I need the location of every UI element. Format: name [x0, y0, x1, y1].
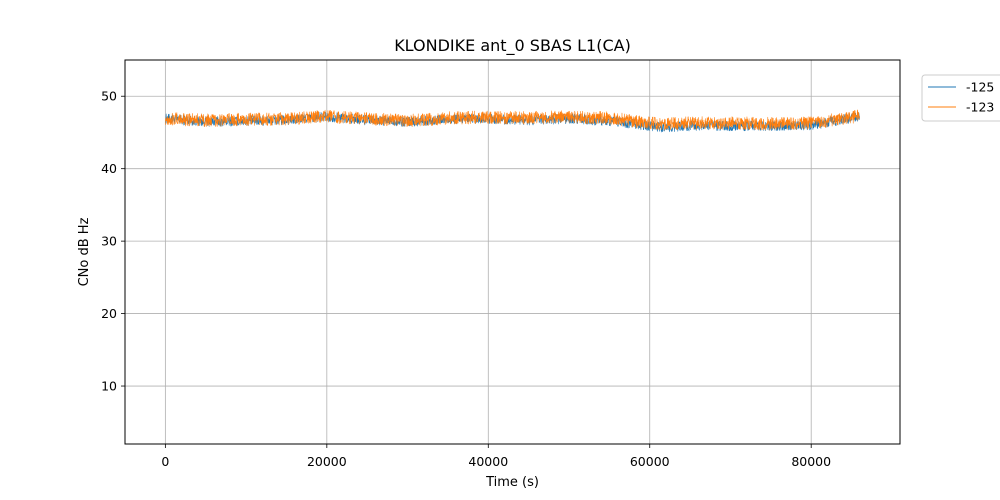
grid: [125, 60, 900, 444]
y-tick-label: 30: [101, 234, 117, 249]
y-tick-label: 40: [101, 161, 117, 176]
plot-frame: [124, 59, 901, 445]
x-axis-label: Time (s): [485, 475, 539, 490]
x-tick-label: 40000: [468, 454, 508, 469]
chart-title: KLONDIKE ant_0 SBAS L1(CA): [394, 36, 631, 56]
legend: -125 -123: [921, 74, 1000, 122]
y-tick-label: 10: [101, 379, 117, 394]
x-tick-label: 80000: [791, 454, 831, 469]
x-tick-label: 60000: [630, 454, 670, 469]
legend-label: -125: [966, 80, 994, 95]
x-tick-label: 20000: [307, 454, 347, 469]
x-axis: 0 20000 40000 60000 80000: [161, 444, 831, 469]
legend-label: -123: [966, 100, 994, 115]
y-tick-label: 50: [101, 89, 117, 104]
y-axis: 10 20 30 40 50: [101, 89, 125, 394]
series-line: [165, 109, 860, 131]
series-layer: [165, 109, 860, 133]
y-tick-label: 20: [101, 306, 117, 321]
x-tick-label: 0: [161, 454, 169, 469]
y-axis-label: CNo dB Hz: [77, 217, 92, 286]
